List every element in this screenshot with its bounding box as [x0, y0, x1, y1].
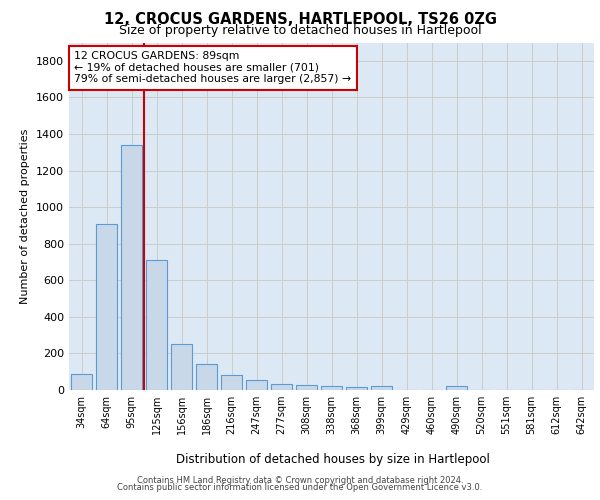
Bar — [96, 224, 117, 390]
Bar — [121, 145, 142, 390]
Text: Contains public sector information licensed under the Open Government Licence v3: Contains public sector information licen… — [118, 483, 482, 492]
Bar — [146, 260, 167, 390]
Bar — [221, 375, 242, 390]
Bar — [371, 386, 392, 390]
Text: Distribution of detached houses by size in Hartlepool: Distribution of detached houses by size … — [176, 453, 490, 466]
Text: Size of property relative to detached houses in Hartlepool: Size of property relative to detached ho… — [119, 24, 481, 37]
Bar — [271, 384, 292, 390]
Bar — [296, 386, 317, 390]
Text: 12 CROCUS GARDENS: 89sqm
← 19% of detached houses are smaller (701)
79% of semi-: 12 CROCUS GARDENS: 89sqm ← 19% of detach… — [74, 51, 352, 84]
Bar — [71, 374, 92, 390]
Text: 12, CROCUS GARDENS, HARTLEPOOL, TS26 0ZG: 12, CROCUS GARDENS, HARTLEPOOL, TS26 0ZG — [104, 12, 497, 26]
Text: Contains HM Land Registry data © Crown copyright and database right 2024.: Contains HM Land Registry data © Crown c… — [137, 476, 463, 485]
Bar — [321, 386, 342, 390]
Bar — [196, 364, 217, 390]
Y-axis label: Number of detached properties: Number of detached properties — [20, 128, 31, 304]
Bar — [246, 380, 267, 390]
Bar — [446, 386, 467, 390]
Bar — [171, 344, 192, 390]
Bar — [346, 388, 367, 390]
